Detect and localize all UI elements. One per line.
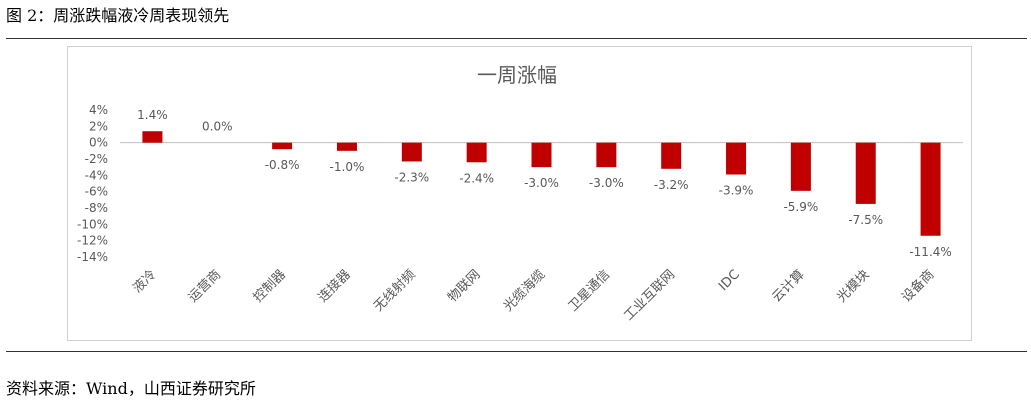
category-label: 光缆海缆 xyxy=(500,267,548,315)
category-label: 卫星通信 xyxy=(566,267,613,314)
y-tick-label: -4% xyxy=(85,168,108,182)
category-label: 运营商 xyxy=(186,267,224,305)
data-label: -5.9% xyxy=(783,200,818,214)
chart-title: 一周涨幅 xyxy=(477,63,557,87)
y-tick-label: -12% xyxy=(77,234,108,248)
y-tick-label: -10% xyxy=(77,217,108,231)
bar xyxy=(920,142,941,236)
data-label: -1.0% xyxy=(330,160,365,174)
category-label: 物联网 xyxy=(445,267,483,305)
category-label: 液冷 xyxy=(130,267,159,296)
category-label: 控制器 xyxy=(251,267,289,305)
data-label: -0.8% xyxy=(265,158,300,172)
bar xyxy=(272,142,293,150)
y-tick-label: -8% xyxy=(85,201,108,215)
data-label: -3.0% xyxy=(589,176,624,190)
category-label: 云计算 xyxy=(770,267,808,305)
bar xyxy=(790,142,811,191)
bar xyxy=(855,142,876,204)
top-rule xyxy=(6,38,1027,39)
source-note: 资料来源：Wind，山西证券研究所 xyxy=(6,379,256,398)
y-tick-label: 4% xyxy=(89,103,108,117)
bottom-rule xyxy=(6,351,1027,352)
data-label: 1.4% xyxy=(137,108,168,122)
data-label: -11.4% xyxy=(909,245,951,259)
category-label: 设备商 xyxy=(899,267,938,306)
chart-frame: 一周涨幅 4% 2% 0% -2% -4% -6% -8% -10% -12% -14% 1.4% 液… xyxy=(67,46,972,341)
bar xyxy=(142,131,163,143)
data-label: -2.4% xyxy=(459,171,494,185)
bar xyxy=(726,142,747,175)
data-label: -3.2% xyxy=(654,178,689,192)
y-tick-label: 0% xyxy=(89,136,108,150)
bar-chart: 一周涨幅 4% 2% 0% -2% -4% -6% -8% -10% -12% -14% 1.4% 液… xyxy=(77,63,963,324)
category-label: IDC xyxy=(716,267,743,294)
data-label: 0.0% xyxy=(202,120,233,134)
category-label: 连接器 xyxy=(315,267,354,306)
figure-caption: 图 2：周涨跌幅液冷周表现领先 xyxy=(6,6,230,25)
bar xyxy=(596,142,617,168)
y-tick-label: 2% xyxy=(89,119,108,133)
category-label: 工业互联网 xyxy=(621,267,678,324)
category-label: 无线射频 xyxy=(371,267,419,315)
bar xyxy=(466,142,487,163)
data-label: -2.3% xyxy=(394,170,429,184)
bar xyxy=(336,142,357,151)
y-tick-label: -14% xyxy=(77,250,108,264)
y-tick-label: -6% xyxy=(85,185,108,199)
bar xyxy=(401,142,422,162)
data-label: -7.5% xyxy=(848,213,883,227)
category-label: 光模块 xyxy=(834,267,872,305)
data-label: -3.9% xyxy=(719,184,754,198)
y-tick-label: -2% xyxy=(85,152,108,166)
bar xyxy=(531,142,552,168)
data-label: -3.0% xyxy=(524,176,559,190)
bar xyxy=(661,142,682,169)
